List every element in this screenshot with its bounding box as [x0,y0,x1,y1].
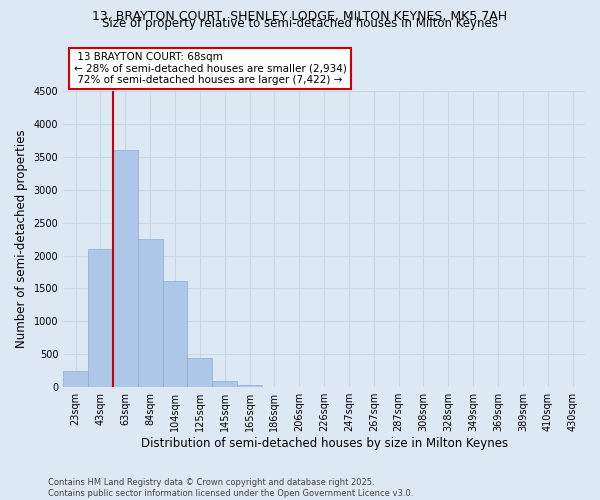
Text: Contains HM Land Registry data © Crown copyright and database right 2025.
Contai: Contains HM Land Registry data © Crown c… [48,478,413,498]
Bar [63,370,88,387]
Bar [187,358,212,387]
Y-axis label: Number of semi-detached properties: Number of semi-detached properties [15,130,28,348]
Text: Size of property relative to semi-detached houses in Milton Keynes: Size of property relative to semi-detach… [102,18,498,30]
Bar [212,380,237,387]
Bar [113,150,138,387]
Bar [138,239,163,387]
Bar [237,384,262,387]
Text: 13 BRAYTON COURT: 68sqm
← 28% of semi-detached houses are smaller (2,934)
 72% o: 13 BRAYTON COURT: 68sqm ← 28% of semi-de… [74,52,346,85]
Bar [163,280,187,387]
X-axis label: Distribution of semi-detached houses by size in Milton Keynes: Distribution of semi-detached houses by … [140,437,508,450]
Bar [88,249,113,387]
Text: 13, BRAYTON COURT, SHENLEY LODGE, MILTON KEYNES, MK5 7AH: 13, BRAYTON COURT, SHENLEY LODGE, MILTON… [92,10,508,23]
